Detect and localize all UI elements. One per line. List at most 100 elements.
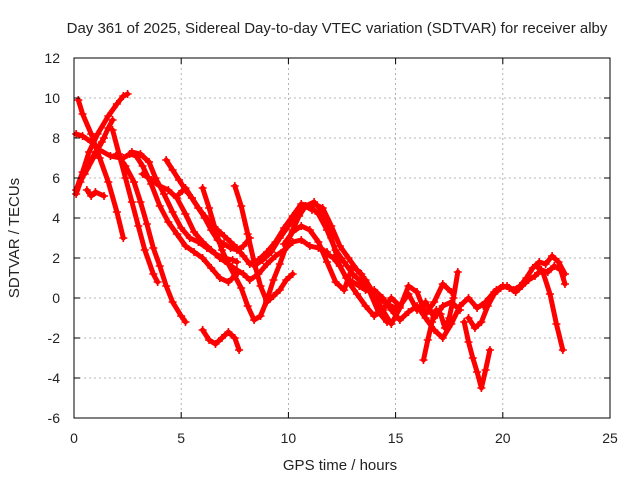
data-point [87, 138, 96, 146]
data-point [136, 198, 145, 206]
data-point [108, 126, 117, 134]
data-point [297, 236, 306, 244]
series-trace-23 [461, 319, 493, 391]
data-point [271, 252, 280, 260]
data-point [149, 244, 158, 252]
data-point [511, 288, 520, 296]
data-point [119, 234, 128, 242]
data-point [318, 204, 327, 212]
data-point [130, 178, 139, 186]
data-point [423, 336, 432, 344]
data-point [217, 334, 226, 342]
data-point [181, 318, 190, 326]
data-point [413, 302, 422, 310]
y-tick-label: -2 [48, 330, 61, 346]
data-point [237, 202, 246, 210]
data-point [545, 290, 554, 298]
data-point [239, 242, 248, 250]
data-point [72, 130, 81, 138]
data-point [413, 288, 422, 296]
data-point [76, 178, 85, 186]
data-point [307, 206, 316, 214]
data-point [395, 304, 404, 312]
data-point [387, 294, 396, 302]
data-point [322, 250, 331, 258]
data-point [181, 242, 190, 250]
data-point [316, 244, 325, 252]
data-point [554, 258, 563, 266]
y-tick-label: 10 [44, 90, 60, 106]
data-point [404, 282, 413, 290]
data-point [104, 112, 113, 120]
data-point [211, 226, 220, 234]
data-point [134, 222, 143, 230]
data-point [237, 284, 246, 292]
data-point [262, 260, 271, 268]
data-point [340, 286, 349, 294]
grid [74, 58, 610, 418]
data-point [177, 224, 186, 232]
data-point [378, 294, 387, 302]
data-point [530, 272, 539, 280]
data-point [481, 366, 490, 374]
data-point [149, 270, 158, 278]
data-point [378, 306, 387, 314]
data-point [205, 204, 214, 212]
data-point [430, 298, 439, 306]
data-point [269, 276, 278, 284]
data-point [78, 132, 87, 140]
data-point [421, 314, 430, 322]
data-point [361, 302, 370, 310]
data-point [215, 254, 224, 262]
data-point [198, 326, 207, 334]
x-axis: 0 5 10 15 20 25 [70, 58, 618, 446]
chart-title: Day 361 of 2025, Sidereal Day-to-day VTE… [67, 20, 608, 37]
data-point [361, 276, 370, 284]
data-point [297, 222, 306, 230]
data-point [440, 324, 449, 332]
data-point [185, 234, 194, 242]
data-point [119, 154, 128, 162]
data-point [468, 354, 477, 362]
data-point [492, 286, 501, 294]
series-trace-5 [84, 187, 107, 199]
data-point [190, 248, 199, 256]
x-tick-label: 10 [281, 430, 297, 446]
data-point [217, 246, 226, 254]
series-trace-14 [200, 185, 315, 323]
data-point [432, 306, 441, 314]
data-point [353, 290, 362, 298]
y-tick-label: 0 [52, 290, 60, 306]
data-point [155, 182, 164, 190]
data-point [485, 294, 494, 302]
data-point [485, 346, 494, 354]
data-point [479, 302, 488, 310]
data-point [239, 252, 248, 260]
data-point [301, 202, 310, 210]
data-point [207, 264, 216, 272]
data-point [533, 262, 542, 270]
data-point [175, 190, 184, 198]
data-point [548, 252, 557, 260]
data-point [550, 262, 559, 270]
data-point [205, 336, 214, 344]
data-point [438, 334, 447, 342]
data-point [232, 258, 241, 266]
data-point [104, 178, 113, 186]
data-point [355, 282, 364, 290]
y-tick-label: 12 [44, 50, 60, 66]
data-point [269, 292, 278, 300]
x-axis-label: GPS time / hours [283, 457, 397, 474]
data-point [387, 306, 396, 314]
data-point [106, 152, 115, 160]
data-point [256, 282, 265, 290]
data-point [473, 304, 482, 312]
data-point [187, 194, 196, 202]
data-point [207, 246, 216, 254]
data-point [353, 266, 362, 274]
x-tick-label: 20 [495, 430, 511, 446]
data-point [230, 272, 239, 280]
data-point [226, 238, 235, 246]
data-point [74, 96, 83, 104]
data-point [138, 162, 147, 170]
